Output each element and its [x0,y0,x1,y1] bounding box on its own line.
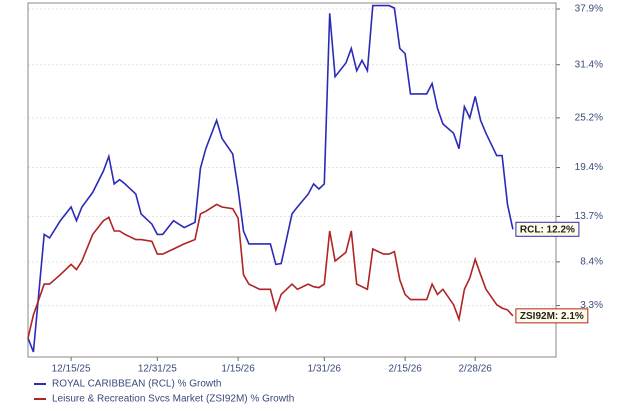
x-tick-label: 1/31/26 [308,364,342,375]
end-label-text: RCL: 12.2% [520,224,575,235]
x-tick-label: 12/31/25 [138,364,177,375]
legend-label: ROYAL CARIBBEAN (RCL) % Growth [52,379,221,390]
end-label-box [515,308,589,324]
y-tick-label: 13.7% [575,211,603,222]
y-tick-label: 37.9% [575,4,603,15]
y-tick-label: 31.4% [575,59,603,70]
series-line [27,203,514,339]
y-tick-label: 25.2% [575,112,603,123]
end-label-box [515,221,580,237]
legend-label: Leisure & Recreation Svcs Market (ZSI92M… [52,394,294,405]
x-tick-label: 2/15/26 [388,364,422,375]
x-tick-label: 2/28/26 [458,364,492,375]
end-label-text: ZSI92M: 2.1% [520,311,584,322]
end-label: RCL: 12.2% [515,221,580,237]
x-tick-label: 1/15/26 [221,364,255,375]
series-line [27,4,514,353]
x-tick-label: 12/15/25 [52,364,91,375]
end-label: ZSI92M: 2.1% [515,308,589,324]
y-tick-label: 19.4% [575,162,603,173]
plot-frame [27,2,557,358]
y-tick-label: 8.4% [580,256,603,267]
y-tick-label: 3.3% [580,300,603,311]
